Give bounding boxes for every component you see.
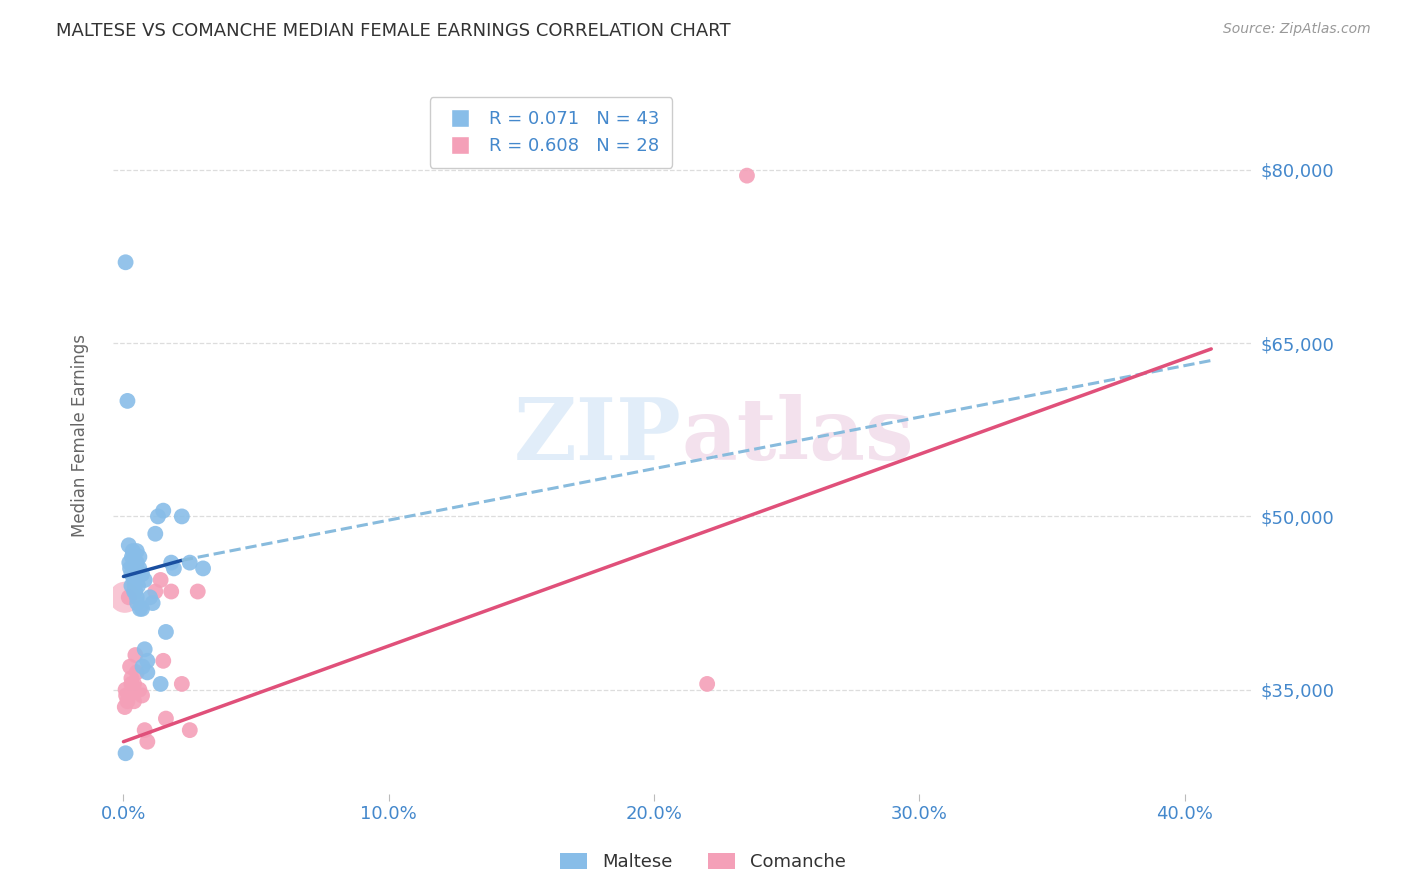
Point xyxy=(136,654,159,668)
Point xyxy=(160,584,183,599)
Point xyxy=(114,746,136,760)
Y-axis label: Median Female Earnings: Median Female Earnings xyxy=(72,334,89,537)
Text: atlas: atlas xyxy=(682,393,914,477)
Point xyxy=(120,567,142,582)
Point xyxy=(125,556,148,570)
Point xyxy=(124,567,146,582)
Point xyxy=(735,169,758,183)
Point xyxy=(120,677,142,691)
Point xyxy=(118,689,141,703)
Point xyxy=(136,665,159,680)
Point xyxy=(127,596,149,610)
Point xyxy=(114,591,136,605)
Point xyxy=(121,549,143,564)
Point xyxy=(125,665,148,680)
Point xyxy=(143,526,166,541)
Point xyxy=(142,596,165,610)
Point xyxy=(155,712,177,726)
Point xyxy=(124,579,146,593)
Point xyxy=(163,561,186,575)
Point xyxy=(118,591,141,605)
Point xyxy=(131,567,153,582)
Point xyxy=(122,584,145,599)
Point xyxy=(114,682,136,697)
Point xyxy=(117,694,139,708)
Point xyxy=(696,677,718,691)
Point xyxy=(124,648,146,662)
Point xyxy=(152,503,174,517)
Point xyxy=(120,561,142,575)
Point xyxy=(118,556,141,570)
Point xyxy=(179,556,201,570)
Point xyxy=(160,556,183,570)
Point xyxy=(134,573,156,587)
Point xyxy=(118,538,141,552)
Point xyxy=(125,591,148,605)
Point xyxy=(124,584,146,599)
Text: Source: ZipAtlas.com: Source: ZipAtlas.com xyxy=(1223,22,1371,37)
Point xyxy=(120,659,142,673)
Point xyxy=(143,584,166,599)
Point xyxy=(149,573,172,587)
Point xyxy=(129,602,152,616)
Point xyxy=(170,509,193,524)
Point xyxy=(128,682,150,697)
Point xyxy=(114,255,136,269)
Point xyxy=(128,561,150,575)
Point xyxy=(149,677,172,691)
Point xyxy=(122,694,145,708)
Point xyxy=(187,584,209,599)
Point xyxy=(131,689,153,703)
Text: MALTESE VS COMANCHE MEDIAN FEMALE EARNINGS CORRELATION CHART: MALTESE VS COMANCHE MEDIAN FEMALE EARNIN… xyxy=(56,22,731,40)
Point xyxy=(122,573,145,587)
Point xyxy=(121,682,143,697)
Point xyxy=(131,602,153,616)
Point xyxy=(120,671,142,685)
Text: ZIP: ZIP xyxy=(515,393,682,477)
Point xyxy=(122,677,145,691)
Point xyxy=(179,723,201,738)
Point xyxy=(134,723,156,738)
Legend: R = 0.071   N = 43, R = 0.608   N = 28: R = 0.071 N = 43, R = 0.608 N = 28 xyxy=(430,97,672,168)
Point xyxy=(191,561,214,575)
Point xyxy=(114,700,136,714)
Point xyxy=(115,689,138,703)
Point xyxy=(155,624,177,639)
Point xyxy=(121,544,143,558)
Point xyxy=(122,561,145,575)
Point xyxy=(146,509,169,524)
Point xyxy=(127,579,149,593)
Point xyxy=(134,642,156,657)
Point xyxy=(136,734,159,748)
Point xyxy=(131,659,153,673)
Point xyxy=(120,579,142,593)
Point xyxy=(152,654,174,668)
Point xyxy=(139,591,162,605)
Legend: Maltese, Comanche: Maltese, Comanche xyxy=(553,846,853,879)
Point xyxy=(117,393,139,408)
Point xyxy=(128,549,150,564)
Point xyxy=(170,677,193,691)
Point xyxy=(125,544,148,558)
